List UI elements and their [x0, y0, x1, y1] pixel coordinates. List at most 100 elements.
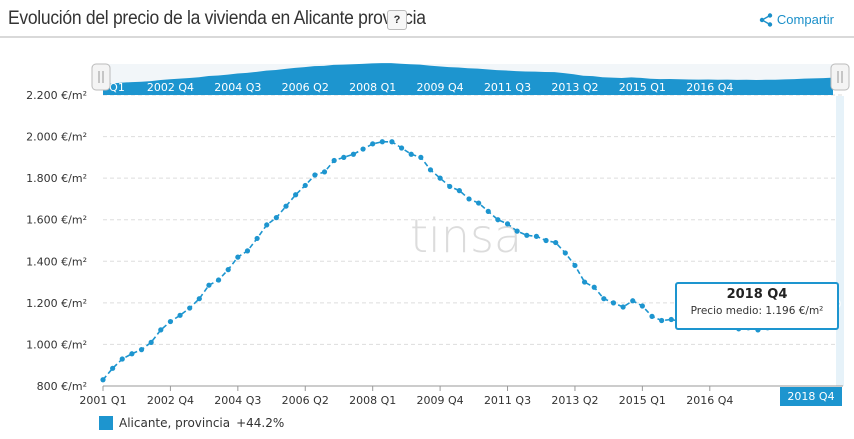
x-tick-label: 2009 Q4 — [417, 394, 464, 407]
data-point[interactable] — [447, 183, 453, 190]
data-point[interactable] — [659, 317, 665, 324]
data-point[interactable] — [215, 277, 222, 283]
tooltip-text: Precio medio: 1.196 €/m² — [690, 305, 824, 317]
data-point[interactable] — [427, 167, 434, 173]
help-button[interactable]: ? — [387, 10, 407, 30]
data-point[interactable] — [514, 228, 520, 234]
data-point[interactable] — [668, 316, 674, 323]
navigator-tick-label: 2015 Q1 — [619, 81, 666, 94]
data-point[interactable] — [370, 141, 376, 147]
data-point[interactable] — [524, 232, 530, 238]
data-point[interactable] — [293, 192, 299, 198]
navigator-tick-label: 2011 Q3 — [484, 81, 531, 94]
data-point[interactable] — [283, 203, 289, 209]
y-tick-label: 1.000 €/m² — [26, 338, 87, 351]
tooltip-period: 2018 Q4 — [726, 287, 788, 302]
share-label: Compartir — [776, 12, 834, 27]
data-point[interactable] — [129, 351, 135, 357]
data-point[interactable] — [312, 172, 318, 178]
data-point[interactable] — [196, 296, 202, 302]
data-point[interactable] — [360, 146, 366, 152]
data-point[interactable] — [273, 215, 279, 221]
data-point[interactable] — [533, 233, 540, 239]
y-tick-label: 1.200 €/m² — [26, 297, 87, 310]
data-point[interactable] — [341, 154, 347, 160]
data-point[interactable] — [331, 157, 337, 164]
x-tick-label: 2008 Q1 — [349, 394, 396, 407]
data-point[interactable] — [466, 196, 472, 202]
data-point[interactable] — [630, 298, 636, 304]
navigator-right-handle[interactable] — [830, 63, 850, 91]
data-point[interactable] — [187, 305, 193, 311]
data-point[interactable] — [350, 151, 357, 157]
data-point[interactable] — [639, 303, 645, 309]
share-button[interactable]: Compartir — [759, 12, 834, 27]
chart-header: Evolución del precio de la vivienda en A… — [0, 0, 854, 38]
x-tick-label: 2004 Q3 — [214, 394, 261, 407]
data-point[interactable] — [620, 304, 626, 310]
navigator-tick-label: 2016 Q4 — [686, 81, 733, 94]
y-tick-label: 800 €/m² — [37, 380, 87, 393]
data-point[interactable] — [610, 300, 617, 306]
data-point[interactable] — [581, 279, 588, 285]
data-point[interactable] — [138, 347, 145, 353]
navigator-left-handle[interactable] — [91, 63, 111, 91]
data-point[interactable] — [418, 154, 424, 160]
x-axis-end-badge: 2018 Q4 — [780, 387, 842, 406]
data-point[interactable] — [476, 200, 482, 206]
data-point[interactable] — [379, 139, 385, 145]
x-tick-label: 2013 Q2 — [551, 394, 598, 407]
data-point[interactable] — [456, 188, 462, 194]
legend[interactable]: Alicante, provincia +44.2% — [99, 416, 284, 430]
x-axis: 2001 Q1 2002 Q4 2004 Q3 2006 Q2 2008 Q1 2009 … — [79, 385, 843, 407]
data-point[interactable] — [437, 175, 443, 181]
x-tick-label: 2016 Q4 — [686, 394, 733, 407]
x-tick-label: 2011 Q3 — [484, 394, 531, 407]
navigator-tick-label: 2002 Q4 — [147, 81, 194, 94]
x-tick-label: 2001 Q1 — [79, 394, 126, 407]
data-point[interactable] — [235, 254, 241, 260]
data-point[interactable] — [119, 356, 125, 362]
data-point[interactable] — [158, 327, 164, 333]
data-point[interactable] — [167, 318, 174, 325]
data-point[interactable] — [591, 284, 597, 290]
data-point[interactable] — [110, 365, 116, 371]
legend-series-name: Alicante, provincia — [119, 416, 231, 430]
data-point[interactable] — [321, 169, 328, 175]
y-tick-label: 2.000 €/m² — [26, 131, 87, 144]
range-navigator[interactable]: Q1 2002 Q4 2004 Q3 2006 Q2 2008 Q1 2009 Q4 201… — [91, 63, 850, 95]
data-point[interactable] — [225, 267, 231, 273]
data-point[interactable] — [504, 221, 511, 227]
data-point[interactable] — [562, 250, 568, 256]
data-point[interactable] — [302, 182, 308, 189]
y-tick-label: 1.400 €/m² — [26, 255, 87, 268]
data-point[interactable] — [495, 217, 501, 223]
data-point[interactable] — [148, 339, 154, 345]
data-point[interactable] — [254, 235, 260, 242]
navigator-tick-label: 2004 Q3 — [214, 81, 261, 94]
navigator-tick-label: 2009 Q4 — [417, 81, 464, 94]
data-point[interactable] — [264, 222, 270, 228]
data-point[interactable] — [408, 151, 414, 157]
svg-text:tinsa: tinsa — [410, 209, 522, 263]
data-point[interactable] — [553, 239, 559, 246]
data-point[interactable] — [572, 262, 578, 269]
x-tick-label: 2006 Q2 — [282, 394, 329, 407]
data-point[interactable] — [244, 248, 251, 254]
data-point[interactable] — [100, 377, 106, 383]
tooltip: 2018 Q4 Precio medio: 1.196 €/m² — [675, 282, 839, 330]
data-point[interactable] — [398, 145, 405, 151]
data-point[interactable] — [206, 282, 212, 288]
chart-title: Evolución del precio de la vivienda en A… — [8, 8, 426, 29]
data-point[interactable] — [389, 139, 395, 145]
x-tick-label: 2015 Q1 — [619, 394, 666, 407]
selection-band — [836, 96, 844, 386]
x-tick-label: 2002 Q4 — [147, 394, 194, 407]
data-point[interactable] — [543, 237, 549, 244]
data-point[interactable] — [601, 296, 607, 302]
data-point[interactable] — [649, 313, 655, 319]
data-point[interactable] — [177, 312, 183, 318]
data-point[interactable] — [485, 208, 491, 214]
y-tick-label: 2.200 €/m² — [26, 89, 87, 102]
